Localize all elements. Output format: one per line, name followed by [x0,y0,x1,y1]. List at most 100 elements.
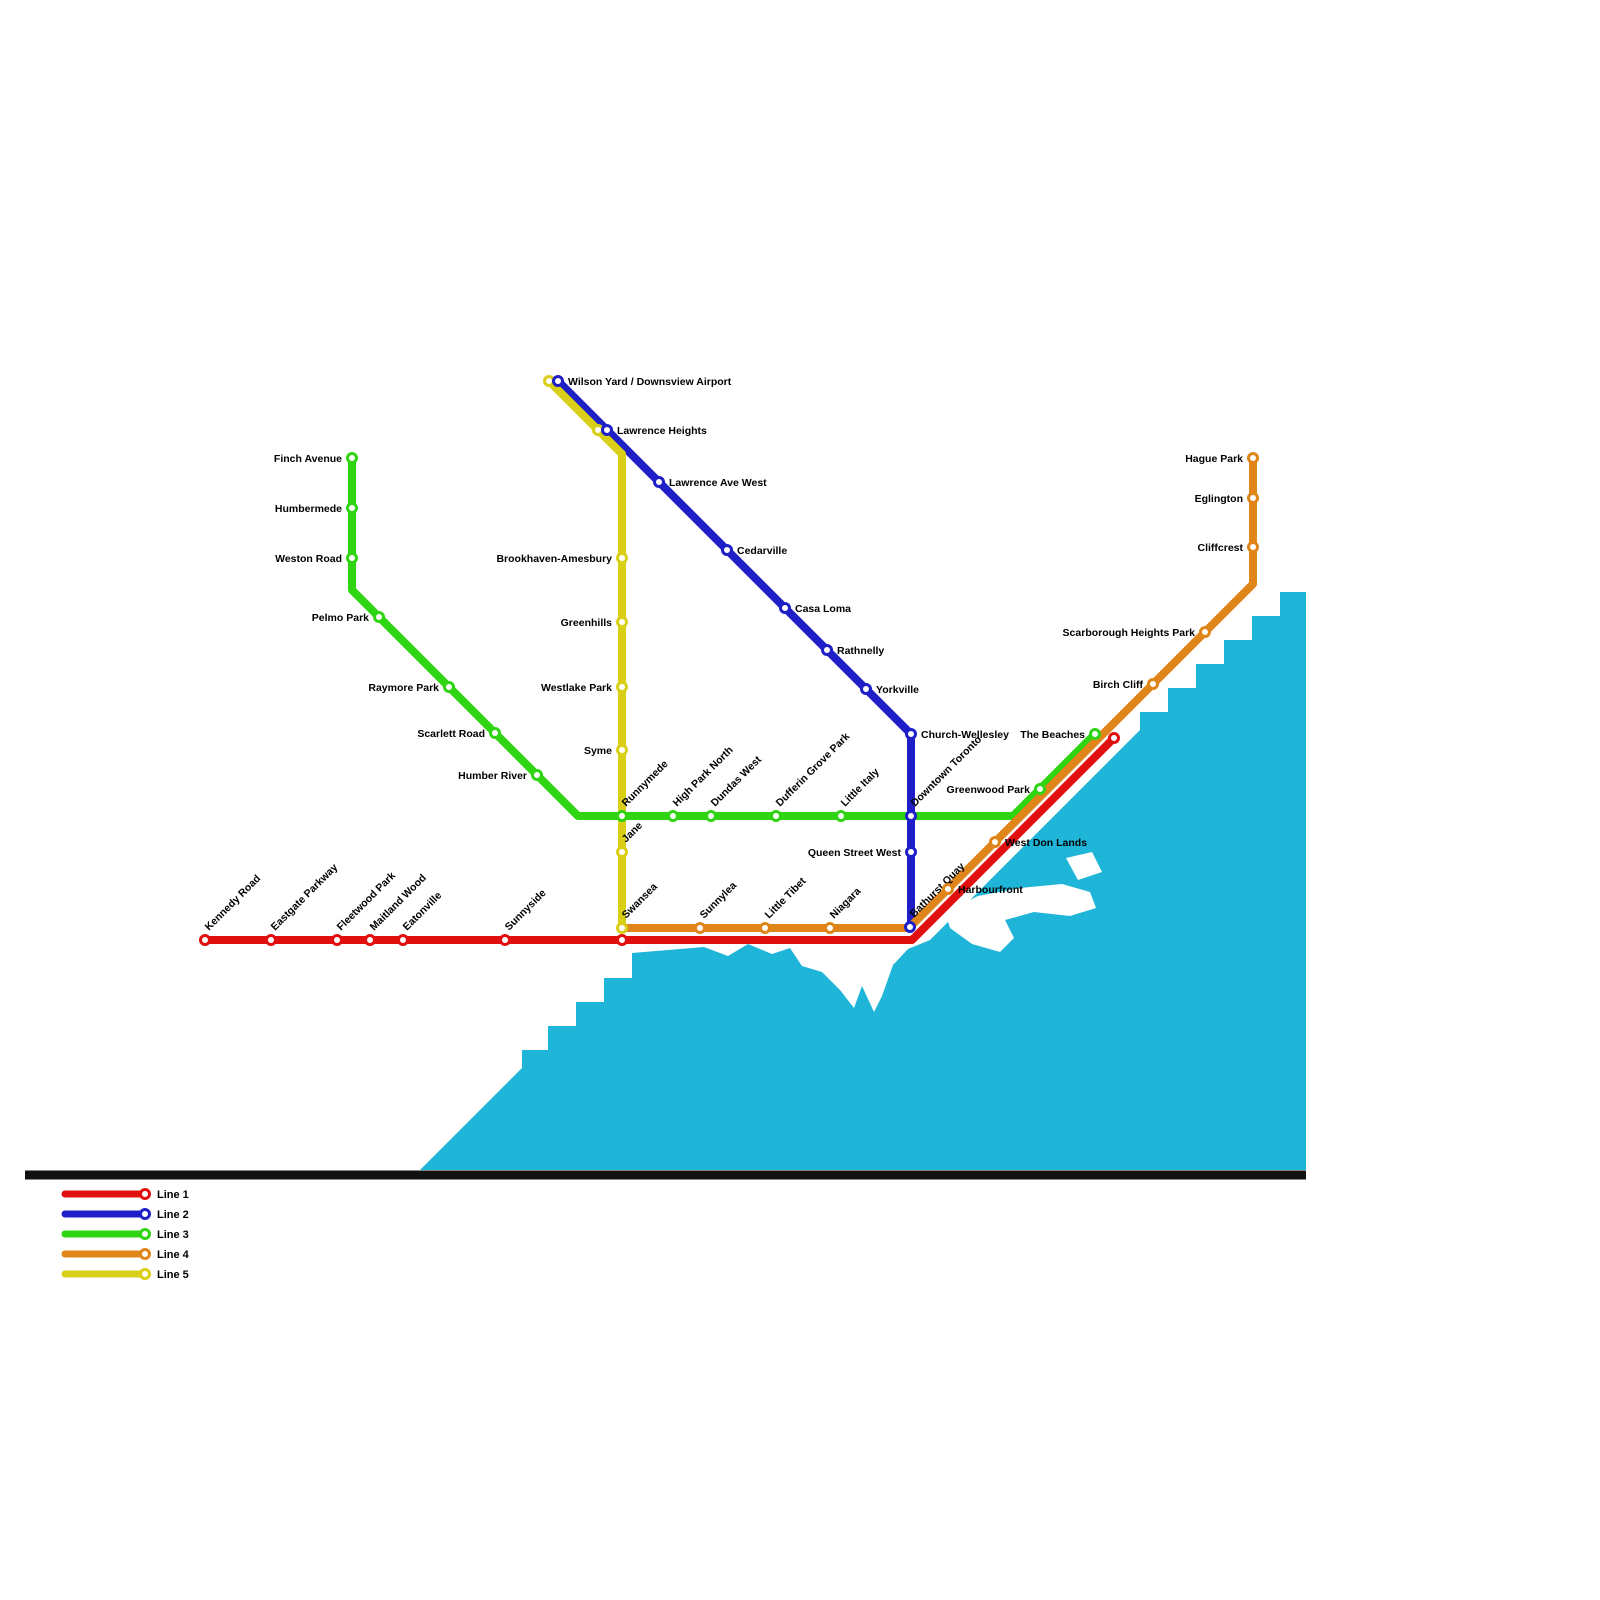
station-syme [616,744,628,756]
station-label-humber-river: Humber River [458,770,527,782]
station-downtown-toronto [905,810,917,822]
route-line-5 [545,377,626,932]
legend-marker-icon [139,1208,151,1220]
route-line-1 [201,734,1118,944]
station-rathnelly [821,644,833,656]
station-sunnylea [694,922,706,934]
legend-marker-icon [139,1228,151,1240]
station-harbourfront [942,883,954,895]
station-label-lawrence-ave-west: Lawrence Ave West [669,477,767,489]
legend-item-line-3: Line 3 [61,1228,189,1241]
station-greenhills [616,616,628,628]
station-raymore-park [443,681,455,693]
station-label-greenwood-park: Greenwood Park [947,784,1031,796]
legend-item-line-2: Line 2 [61,1208,189,1221]
station-birch-cliff [1147,678,1159,690]
legend-item-line-5: Line 5 [61,1268,189,1281]
station-label-weston-road: Weston Road [275,553,342,565]
station-bathurst-quay [904,921,916,933]
station-brookhaven-amesbury [616,552,628,564]
legend-marker-icon [139,1248,151,1260]
station-little-italy [835,810,847,822]
station-kennedy-road [199,934,211,946]
lake-water [420,592,1306,1170]
station-hague-park [1247,452,1259,464]
station-church-wellesley [905,728,917,740]
station-label-rathnelly: Rathnelly [837,645,884,657]
station-label-finch-avenue: Finch Avenue [274,453,342,465]
legend-label: Line 1 [157,1189,189,1201]
legend: Line 1 Line 2 Line 3 Line 4 Line 5 [61,1188,190,1281]
station-cliffcrest [1247,541,1259,553]
station-label-wilson-yard-downsview-airport-2: Wilson Yard / Downsview Airport [568,376,732,388]
station-west-don-lands [989,836,1001,848]
station-casa-loma [779,602,791,614]
station-label-pelmo-park: Pelmo Park [312,612,369,624]
legend-label: Line 2 [157,1209,189,1221]
station-swansea [616,922,628,934]
station-label-scarlett-road: Scarlett Road [417,728,485,740]
station-weston-road [346,552,358,564]
station-westlake-park [616,681,628,693]
station-label-casa-loma: Casa Loma [795,603,851,615]
station-greenwood-park [1034,783,1046,795]
legend-item-line-4: Line 4 [61,1248,190,1261]
legend-item-line-1: Line 1 [61,1188,189,1201]
station-lawrence-ave-west [653,476,665,488]
island-2 [1066,852,1102,880]
station-label-westlake-park: Westlake Park [541,682,612,694]
station-label-the-beaches: The Beaches [1020,729,1085,741]
station-pelmo-park [373,611,385,623]
station-label-cedarville: Cedarville [737,545,787,557]
station-wilson-yard-downsview-airport-2 [552,375,564,387]
legend-label: Line 5 [157,1269,189,1281]
station-label-hague-park: Hague Park [1185,453,1243,465]
station-label-humbermede: Humbermede [275,503,342,515]
island-1 [945,884,1096,952]
station-label-church-wellesley: Church-Wellesley [921,729,1009,741]
station-label-syme: Syme [584,745,612,757]
station-label-west-don-lands: West Don Lands [1005,837,1087,849]
station-scarlett-road [489,727,501,739]
station-the-beaches [1089,728,1101,740]
station-dundas-west [705,810,717,822]
station-label-raymore-park: Raymore Park [368,682,439,694]
station-humber-river [531,769,543,781]
station-runnymede [616,810,628,822]
station-label-scarborough-heights-park: Scarborough Heights Park [1063,627,1196,639]
station-niagara [824,922,836,934]
station-fleetwood-park [331,934,343,946]
station-high-park-north [667,810,679,822]
station-label-cliffcrest: Cliffcrest [1197,542,1243,554]
station-label-birch-cliff: Birch Cliff [1093,679,1144,691]
legend-label: Line 4 [157,1249,190,1261]
station-swansea-2 [616,934,628,946]
station-humbermede [346,502,358,514]
station-scarborough-heights-park [1199,626,1211,638]
station-finch-avenue [346,452,358,464]
legend-marker-icon [139,1268,151,1280]
station-sunnyside [499,934,511,946]
station-queen-street-west [905,846,917,858]
station-eastgate-parkway [265,934,277,946]
station-lawrence-heights-2 [601,424,613,436]
station-the-beaches-2 [1108,732,1120,744]
station-yorkville [860,683,872,695]
station-maitland-wood [364,934,376,946]
station-cedarville [721,544,733,556]
station-label-queen-street-west: Queen Street West [808,847,902,859]
station-label-lawrence-heights-2: Lawrence Heights [617,425,707,437]
station-eglington [1247,492,1259,504]
station-label-harbourfront: Harbourfront [958,884,1023,896]
station-jane [616,846,628,858]
station-eatonville [397,934,409,946]
station-label-yorkville: Yorkville [876,684,919,696]
station-label-eglington: Eglington [1195,493,1243,505]
station-dufferin-grove-park [770,810,782,822]
station-label-greenhills: Greenhills [561,617,613,629]
legend-marker-icon [139,1188,151,1200]
legend-label: Line 3 [157,1229,189,1241]
